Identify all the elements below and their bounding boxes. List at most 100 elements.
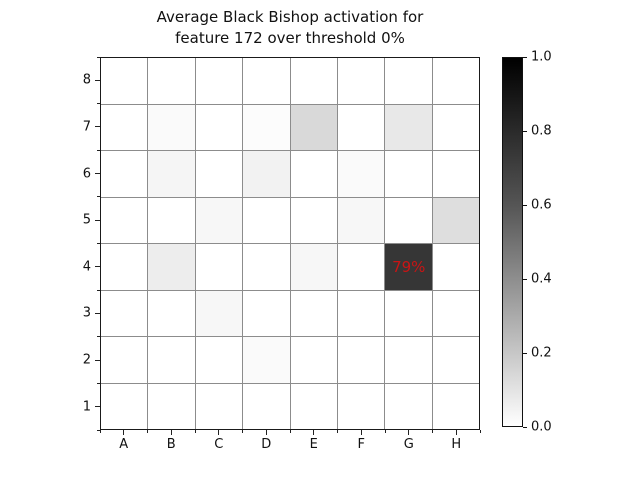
board-cell-D6 xyxy=(243,151,290,197)
y-minor-tick xyxy=(97,149,100,151)
board-cell-A1 xyxy=(101,383,148,429)
board-cell-E7 xyxy=(290,104,337,150)
y-minor-tick xyxy=(97,289,100,291)
board-cell-D5 xyxy=(243,197,290,243)
board-cell-C1 xyxy=(195,383,243,429)
y-major-tick xyxy=(95,312,100,314)
x-minor-tick xyxy=(242,430,243,433)
board-cell-C8 xyxy=(195,58,243,104)
colorbar-tick xyxy=(523,130,527,132)
board-cell-F1 xyxy=(337,383,385,429)
x-axis-label-A: A xyxy=(119,437,129,452)
board-cell-H2 xyxy=(432,337,479,383)
board-cell-G6 xyxy=(385,151,432,197)
colorbar-tick xyxy=(523,56,527,58)
colorbar-tick xyxy=(523,426,527,428)
board-cell-E8 xyxy=(290,58,337,104)
board-cell-H7 xyxy=(432,104,479,150)
y-axis-label-2: 2 xyxy=(82,352,91,368)
x-major-tick xyxy=(170,430,172,435)
x-axis-label-B: B xyxy=(166,437,176,452)
x-minor-tick xyxy=(384,430,386,433)
board-cell-C7 xyxy=(195,104,243,150)
x-minor-tick xyxy=(99,430,101,433)
board-cell-G1 xyxy=(385,383,432,429)
board-cell-H8 xyxy=(432,58,479,104)
board-cell-D4 xyxy=(243,244,290,290)
board-cell-H6 xyxy=(432,151,479,197)
board-cell-F8 xyxy=(337,58,385,104)
board-cell-E3 xyxy=(290,290,337,336)
board-cell-A2 xyxy=(101,337,148,383)
board-cell-F4 xyxy=(337,244,385,290)
board-cell-D1 xyxy=(243,383,290,429)
board-cell-G3 xyxy=(385,290,432,336)
colorbar-tick-label-0.4: 0.4 xyxy=(531,271,552,287)
x-axis-label-G: G xyxy=(403,437,414,452)
chart-title-line1: Average Black Bishop activation for xyxy=(156,8,424,26)
board-cell-F2 xyxy=(337,337,385,383)
board-cell-E2 xyxy=(290,337,337,383)
board-cell-C3 xyxy=(195,290,243,336)
y-major-tick xyxy=(95,266,100,268)
board-cell-B5 xyxy=(148,197,195,243)
board-cell-F3 xyxy=(337,290,385,336)
x-major-tick xyxy=(265,430,267,435)
x-minor-tick xyxy=(194,430,196,433)
y-axis-label-7: 7 xyxy=(82,119,91,135)
x-minor-tick xyxy=(479,430,481,433)
y-minor-tick xyxy=(97,196,100,198)
x-axis-label-E: E xyxy=(309,437,318,452)
y-axis-label-8: 8 xyxy=(82,72,91,88)
board-cell-F6 xyxy=(337,151,385,197)
colorbar-tick-label-0.2: 0.2 xyxy=(531,345,552,361)
x-minor-tick xyxy=(289,430,291,433)
colorbar-tick-label-0.6: 0.6 xyxy=(531,197,552,213)
x-major-tick xyxy=(360,430,362,435)
x-minor-tick xyxy=(337,430,338,433)
board-cell-F5 xyxy=(337,197,385,243)
board-cell-B8 xyxy=(148,58,195,104)
x-axis-label-D: D xyxy=(261,437,272,452)
x-major-tick xyxy=(408,430,410,435)
x-major-tick xyxy=(218,430,220,435)
board-cell-H5 xyxy=(432,197,479,243)
colorbar-tick xyxy=(523,352,527,354)
y-axis-label-5: 5 xyxy=(82,212,91,228)
y-minor-tick xyxy=(97,56,100,58)
board-cell-D7 xyxy=(243,104,290,150)
y-minor-tick xyxy=(97,429,100,431)
y-axis-label-6: 6 xyxy=(82,166,91,182)
y-major-tick xyxy=(95,359,100,361)
x-axis-label-C: C xyxy=(214,437,224,452)
board-cell-C6 xyxy=(195,151,243,197)
board-cell-E5 xyxy=(290,197,337,243)
board-cell-G8 xyxy=(385,58,432,104)
board-cell-A6 xyxy=(101,151,148,197)
y-major-tick xyxy=(95,219,100,221)
board-cell-D8 xyxy=(243,58,290,104)
board-cell-E4 xyxy=(290,244,337,290)
y-minor-tick xyxy=(97,243,100,244)
x-axis-label-H: H xyxy=(451,437,462,452)
board-cell-A7 xyxy=(101,104,148,150)
y-axis-label-1: 1 xyxy=(82,399,91,415)
x-major-tick xyxy=(313,430,315,435)
colorbar-gradient xyxy=(503,58,522,426)
y-major-tick xyxy=(95,173,100,175)
colorbar-tick xyxy=(523,278,527,280)
y-minor-tick xyxy=(97,336,100,338)
board-cell-B1 xyxy=(148,383,195,429)
board-cell-H3 xyxy=(432,290,479,336)
board-cell-H4 xyxy=(432,244,479,290)
board-cell-E6 xyxy=(290,151,337,197)
board-cell-A4 xyxy=(101,244,148,290)
board-cell-B3 xyxy=(148,290,195,336)
colorbar-tick-label-1.0: 1.0 xyxy=(531,49,552,65)
y-axis-label-3: 3 xyxy=(82,305,91,321)
board-cell-A8 xyxy=(101,58,148,104)
board-cell-A3 xyxy=(101,290,148,336)
y-axis-label-4: 4 xyxy=(82,259,91,275)
board-cell-G7 xyxy=(385,104,432,150)
